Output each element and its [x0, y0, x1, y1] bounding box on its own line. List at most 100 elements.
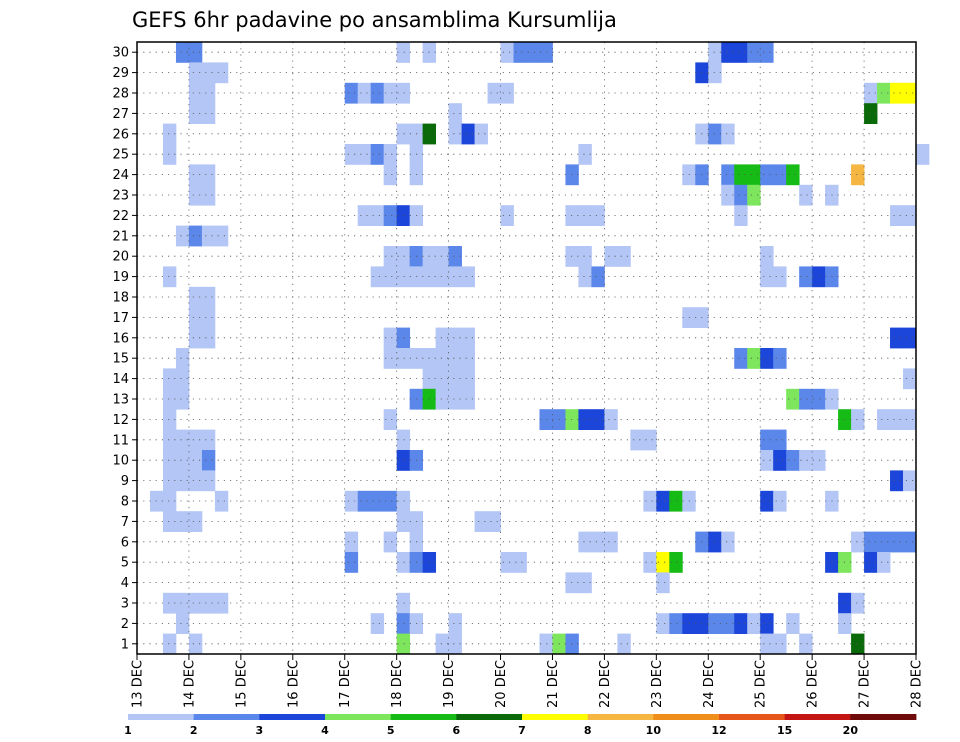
heatmap-cell	[370, 144, 385, 165]
heatmap-cell	[903, 409, 917, 430]
heatmap-cell	[643, 429, 657, 451]
heatmap-cell	[214, 62, 229, 84]
y-tick-label: 8	[121, 495, 129, 510]
y-axis: 1234567891011121314151617181920212223242…	[112, 46, 137, 652]
heatmap-cell	[799, 388, 813, 410]
colorbar-swatch	[456, 714, 523, 720]
heatmap-cell	[513, 552, 527, 573]
heatmap-cell	[539, 42, 553, 63]
heatmap-cell	[903, 82, 917, 104]
colorbar-swatch	[850, 714, 917, 720]
heatmap-cell	[448, 633, 462, 655]
colorbar-swatch	[587, 714, 654, 720]
heatmap-cell	[435, 327, 449, 349]
heatmap-cell	[773, 164, 787, 186]
heatmap-cell	[747, 613, 761, 634]
heatmap-cell	[591, 205, 605, 226]
heatmap-cell	[851, 409, 865, 430]
colorbar-swatch	[390, 714, 457, 720]
heatmap-cell	[396, 429, 411, 451]
heatmap-cell	[656, 552, 670, 573]
heatmap-cell	[747, 42, 761, 63]
heatmap-cell	[760, 490, 774, 512]
heatmap-cell	[175, 470, 190, 492]
y-tick-label: 12	[112, 413, 129, 428]
heatmap-cell	[890, 82, 904, 104]
colorbar-swatch	[522, 714, 589, 720]
y-tick-label: 22	[112, 209, 129, 224]
heatmap-cell	[864, 531, 878, 553]
heatmap-cell	[500, 82, 514, 104]
heatmap-cell	[734, 184, 748, 206]
colorbar-swatch	[784, 714, 851, 720]
heatmap-cell	[747, 184, 761, 206]
heatmap-cell	[383, 409, 398, 430]
heatmap-cell	[773, 633, 787, 655]
heatmap-cell	[396, 205, 411, 226]
heatmap-cell	[175, 368, 190, 390]
y-tick-label: 7	[121, 515, 129, 530]
x-tick-label: 25 DEC	[754, 660, 769, 708]
x-tick-label: 20 DEC	[494, 660, 509, 708]
heatmap-cell	[162, 429, 177, 451]
heatmap-cell	[877, 552, 891, 573]
heatmap-cell	[396, 123, 411, 145]
heatmap-cell	[214, 592, 229, 614]
y-tick-label: 16	[112, 331, 129, 346]
heatmap-cell	[162, 511, 177, 532]
heatmap-cell	[201, 225, 216, 247]
heatmap-cell	[461, 123, 475, 145]
heatmap-cell	[786, 450, 800, 471]
colorbar-label: 7	[518, 724, 526, 737]
y-tick-label: 25	[112, 148, 129, 163]
x-tick-label: 24 DEC	[702, 660, 717, 708]
heatmap-cell	[162, 144, 177, 165]
x-tick-label: 19 DEC	[442, 660, 457, 708]
heatmap-cell	[448, 123, 462, 145]
heatmap-cell	[188, 470, 203, 492]
heatmap-cell	[188, 286, 203, 308]
heatmap-cell	[396, 246, 411, 267]
heatmap-cell	[773, 490, 787, 512]
heatmap-cell	[201, 450, 216, 471]
x-tick-label: 23 DEC	[650, 660, 665, 708]
heatmap-cell	[721, 164, 735, 186]
heatmap-cell	[877, 409, 891, 430]
heatmap-cell	[201, 62, 216, 84]
heatmap-cell	[812, 388, 826, 410]
heatmap-cell	[396, 42, 411, 63]
plot-frame	[136, 41, 917, 655]
heatmap-cell	[162, 490, 177, 512]
heatmap-cell	[786, 388, 800, 410]
y-tick-label: 24	[112, 168, 129, 183]
heatmap-cell	[773, 450, 787, 471]
y-tick-label: 2	[121, 617, 129, 632]
heatmap-cell	[591, 531, 605, 553]
y-tick-label: 5	[121, 556, 129, 571]
heatmap-cell	[188, 633, 203, 655]
heatmap-cell	[214, 490, 229, 512]
heatmap-cell	[448, 613, 462, 634]
y-tick-label: 9	[121, 474, 129, 489]
heatmap-cell	[617, 633, 631, 655]
heatmap-cell	[539, 409, 553, 430]
heatmap-cell	[773, 348, 787, 369]
heatmap-cell	[162, 368, 177, 390]
y-tick-label: 11	[112, 433, 129, 448]
colorbar-label: 20	[843, 724, 859, 737]
heatmap-cell	[903, 205, 917, 226]
heatmap-cell	[188, 592, 203, 614]
heatmap-cell	[435, 633, 449, 655]
heatmap-cell	[435, 368, 449, 390]
heatmap-cell	[383, 205, 398, 226]
colorbar-label: 6	[453, 724, 461, 737]
colorbar-label: 4	[321, 724, 329, 737]
heatmap-cell	[604, 531, 618, 553]
heatmap-cell	[435, 266, 449, 288]
heatmap-cell	[448, 327, 462, 349]
heatmap-cell	[370, 266, 385, 288]
chart-title: GEFS 6hr padavine po ansamblima Kursumli…	[132, 8, 617, 32]
heatmap-cell	[396, 82, 411, 104]
heatmap-cell	[721, 531, 735, 553]
heatmap-cell	[396, 327, 411, 349]
